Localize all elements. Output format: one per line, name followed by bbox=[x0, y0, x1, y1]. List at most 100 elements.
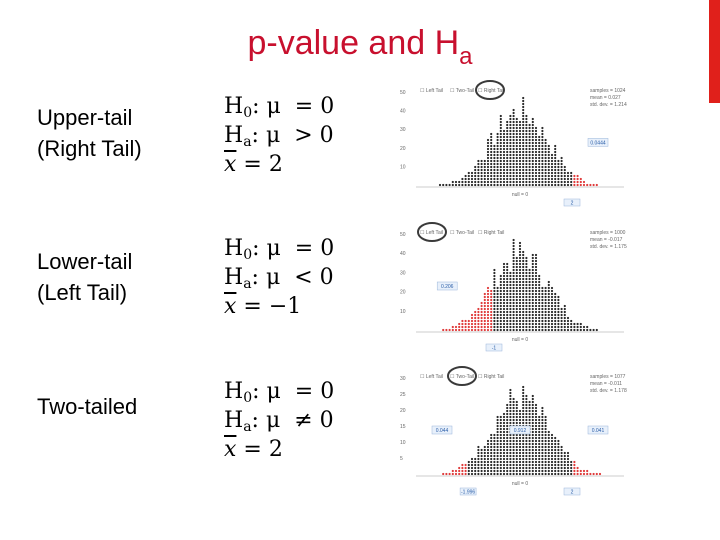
dot bbox=[467, 466, 470, 470]
dot bbox=[499, 469, 502, 473]
dot bbox=[560, 445, 563, 449]
dot bbox=[550, 439, 554, 443]
dot bbox=[531, 138, 534, 142]
dot bbox=[550, 292, 554, 296]
dot bbox=[531, 313, 534, 317]
dot bbox=[557, 171, 560, 175]
dot bbox=[544, 463, 547, 467]
dot bbox=[470, 325, 474, 329]
dot bbox=[544, 322, 547, 326]
dot bbox=[522, 271, 525, 275]
dot bbox=[534, 472, 538, 476]
dot bbox=[528, 463, 531, 467]
dot bbox=[518, 322, 522, 326]
dot bbox=[493, 466, 496, 470]
alternative-hypothesis: Ha: μ ≠ 0 bbox=[224, 408, 334, 435]
dot bbox=[525, 418, 528, 422]
dot bbox=[541, 301, 544, 305]
dot bbox=[534, 427, 538, 431]
dot bbox=[541, 415, 544, 419]
dot bbox=[554, 451, 557, 455]
dot bbox=[534, 322, 538, 326]
dot bbox=[474, 165, 477, 169]
dot bbox=[493, 171, 496, 175]
dot bbox=[563, 183, 566, 187]
dot bbox=[528, 141, 531, 145]
dot bbox=[509, 454, 512, 458]
dot bbox=[525, 457, 528, 461]
dot bbox=[486, 298, 490, 302]
dot bbox=[474, 180, 477, 184]
dot bbox=[461, 180, 464, 184]
dot bbox=[506, 156, 509, 160]
row-label-two-tailed: Two-tailed bbox=[37, 391, 137, 422]
dot bbox=[518, 253, 522, 257]
dot bbox=[490, 304, 493, 308]
dot bbox=[541, 463, 544, 467]
dot bbox=[531, 319, 534, 323]
dot bbox=[512, 141, 515, 145]
dot bbox=[470, 316, 474, 320]
dot bbox=[515, 328, 518, 332]
dot bbox=[554, 174, 557, 178]
x-axis-label: null = 0 bbox=[512, 481, 528, 487]
dot bbox=[525, 135, 528, 139]
dot bbox=[438, 183, 442, 187]
dot bbox=[518, 460, 522, 464]
dot bbox=[490, 177, 493, 181]
dot bbox=[531, 262, 534, 266]
dot bbox=[496, 319, 499, 323]
cutoff-label: 2 bbox=[571, 201, 574, 207]
dot bbox=[506, 325, 509, 329]
dot bbox=[528, 439, 531, 443]
dot bbox=[509, 150, 512, 154]
dot bbox=[506, 310, 509, 314]
stat-text: mean = 0.027 bbox=[590, 95, 621, 101]
y-tick: 50 bbox=[400, 232, 406, 238]
dot bbox=[512, 117, 515, 121]
dot bbox=[512, 409, 515, 413]
dot bbox=[502, 283, 506, 287]
dot bbox=[570, 466, 573, 470]
dot bbox=[560, 162, 563, 166]
dot bbox=[550, 162, 554, 166]
dot bbox=[522, 123, 525, 127]
dot bbox=[544, 156, 547, 160]
dot bbox=[544, 460, 547, 464]
dot bbox=[499, 153, 502, 157]
dot bbox=[544, 439, 547, 443]
dot bbox=[525, 129, 528, 133]
dot bbox=[464, 328, 467, 332]
dot bbox=[486, 451, 490, 455]
dot bbox=[483, 307, 486, 311]
dot bbox=[525, 174, 528, 178]
dot bbox=[515, 126, 518, 130]
dot bbox=[576, 328, 579, 332]
y-tick: 25 bbox=[400, 392, 406, 398]
dot bbox=[566, 183, 570, 187]
dot bbox=[538, 319, 541, 323]
dot bbox=[531, 427, 534, 431]
dot bbox=[480, 451, 483, 455]
dot bbox=[560, 457, 563, 461]
dot bbox=[550, 466, 554, 470]
dot bbox=[477, 460, 480, 464]
dot bbox=[480, 466, 483, 470]
dot bbox=[531, 448, 534, 452]
dot bbox=[525, 144, 528, 148]
dot bbox=[493, 150, 496, 154]
dot bbox=[509, 147, 512, 151]
dot bbox=[522, 463, 525, 467]
dot bbox=[477, 472, 480, 476]
dot bbox=[486, 286, 490, 290]
dot bbox=[547, 292, 550, 296]
dot bbox=[525, 325, 528, 329]
dot bbox=[563, 454, 566, 458]
dot bbox=[528, 171, 531, 175]
dot bbox=[490, 168, 493, 172]
dot bbox=[528, 156, 531, 160]
dot bbox=[509, 123, 512, 127]
dot bbox=[518, 183, 522, 187]
dot bbox=[522, 469, 525, 473]
dot bbox=[496, 165, 499, 169]
